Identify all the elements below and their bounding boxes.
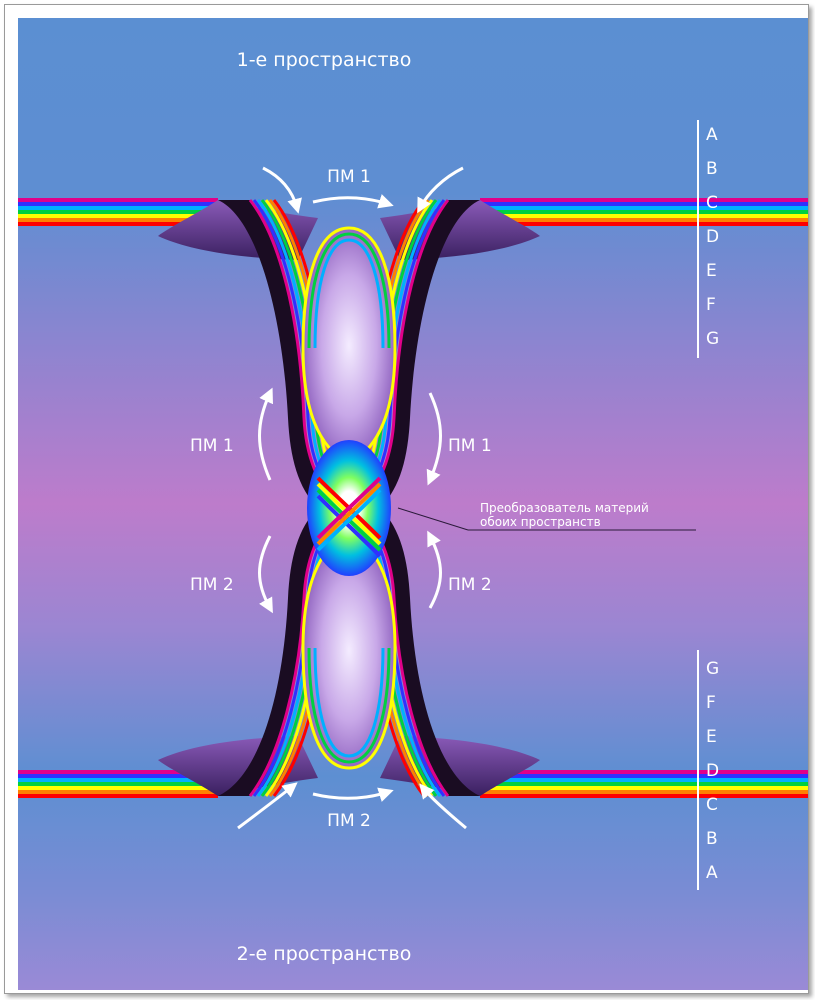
bottom-rainbow-band [18, 770, 808, 798]
top-right-inflow-arrow [417, 166, 464, 214]
bottom-right-inflow-arrow [419, 783, 467, 830]
scale-letter-g: G [706, 659, 719, 679]
top-flow-arrow [312, 194, 394, 209]
upper-right-flow-arrow [426, 392, 442, 486]
scale-letter-e: E [706, 727, 717, 747]
matter-converter-orb [307, 440, 391, 576]
top-rainbow-band [18, 198, 808, 226]
bottom-space-label: 2-е пространство [237, 943, 412, 965]
diagram-canvas: 1-е пространство 2-е пространство ПМ 1 П… [18, 18, 808, 990]
scale-letter-c: C [706, 795, 718, 815]
background [18, 18, 808, 990]
scale-letter-b: B [706, 829, 718, 849]
flow-label-lower-left: ПМ 2 [190, 575, 234, 595]
flow-arrows [237, 166, 467, 830]
scale-letter-a: A [706, 125, 718, 145]
bottom-left-inflow-arrow [237, 782, 298, 830]
bottom-flow-arrow [312, 787, 394, 802]
flow-label-upper-right: ПМ 1 [448, 436, 492, 456]
lower-left-flow-arrow [258, 535, 273, 614]
scale-letter-a: A [706, 863, 718, 883]
scale-letter-c: C [706, 193, 718, 213]
upper-left-flow-arrow [258, 387, 273, 481]
converter-label-line2: обоих пространств [480, 515, 601, 529]
flow-label-upper-left: ПМ 1 [190, 436, 234, 456]
top-left-inflow-arrow [262, 166, 302, 214]
converter-leader-line [397, 507, 469, 531]
lower-right-flow-arrow [427, 530, 442, 609]
flow-label-top: ПМ 1 [327, 167, 371, 187]
scale-letter-f: F [706, 295, 716, 315]
converter-label-line1: Преобразователь материй [480, 501, 649, 515]
scale-letter-d: D [706, 227, 719, 247]
scale-letter-b: B [706, 159, 718, 179]
scale-letter-f: F [706, 693, 716, 713]
flow-label-bottom: ПМ 2 [327, 811, 371, 831]
scale-letter-e: E [706, 261, 717, 281]
upper-inner-chamber [301, 226, 397, 465]
scale-letter-d: D [706, 761, 719, 781]
scale-letter-g: G [706, 329, 719, 349]
top-space-label: 1-е пространство [237, 49, 412, 71]
flow-label-lower-right: ПМ 2 [448, 575, 492, 595]
